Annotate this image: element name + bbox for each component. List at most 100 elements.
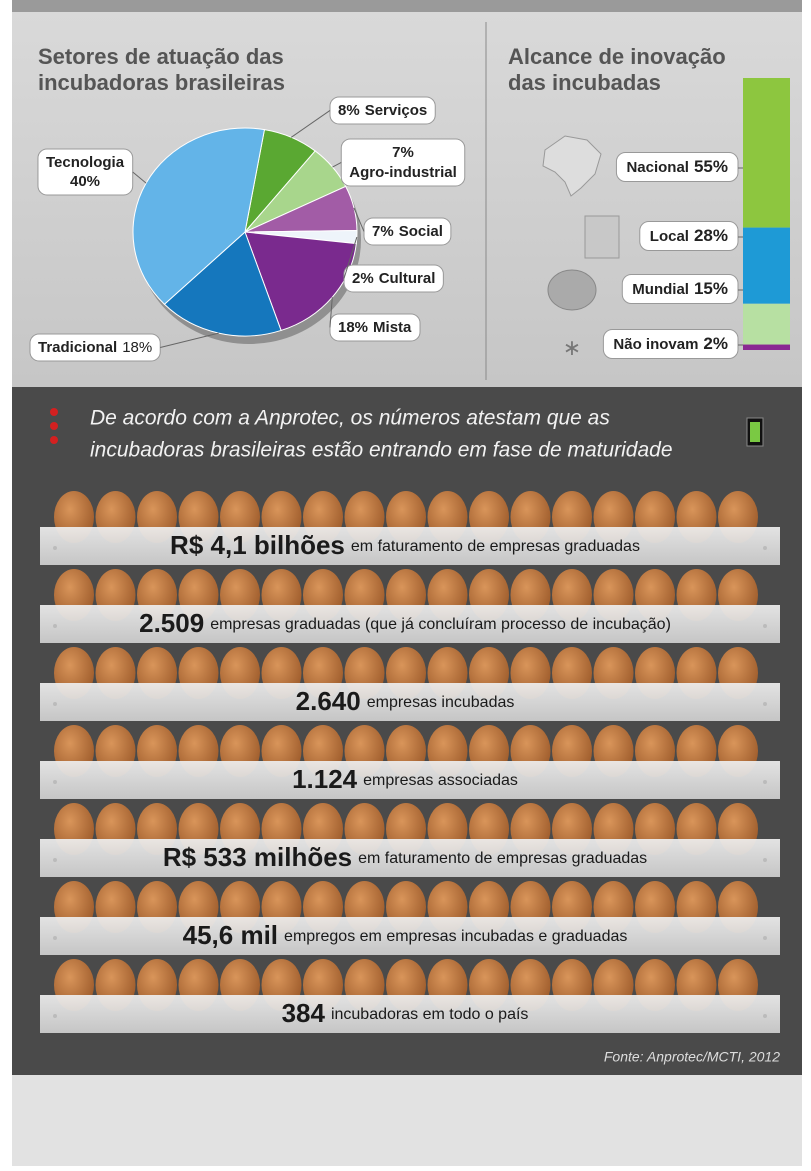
- leader-line: [343, 236, 358, 279]
- stat-text: incubadoras em todo o país: [331, 1006, 528, 1023]
- map-icon: [542, 135, 602, 197]
- stat: 384 incubadoras em todo o país: [282, 998, 529, 1028]
- stat-number: 2.640: [296, 686, 361, 716]
- leader-line: [160, 332, 219, 348]
- bar-segment: [743, 344, 790, 350]
- label-part: Mundial: [632, 281, 689, 298]
- pin: [763, 780, 767, 784]
- banner-line: incubadoras brasileiras estão entrando e…: [90, 439, 673, 462]
- pin: [763, 1014, 767, 1018]
- stat-text: empresas graduadas (que já concluíram pr…: [210, 616, 671, 633]
- stat-text: em faturamento de empresas graduadas: [351, 538, 640, 555]
- leader-line: [353, 207, 365, 232]
- pin: [53, 780, 57, 784]
- stat-text: empresas incubadas: [367, 694, 515, 711]
- label-box: [621, 273, 739, 304]
- dot: [50, 436, 58, 444]
- stat-band: [40, 527, 780, 565]
- stat-band: [40, 683, 780, 721]
- label-part: 18%: [122, 339, 152, 356]
- stat: 1.124 empresas associadas: [292, 764, 518, 794]
- asterisk-icon: ∗: [563, 335, 581, 360]
- pie-label: Tecnologia 40%: [46, 154, 125, 190]
- pie-label: 18% Mista: [338, 319, 412, 336]
- label-part: Não inovam: [613, 336, 698, 353]
- bar-segment: [743, 303, 790, 345]
- label-part: 55%: [694, 157, 728, 176]
- bar-label: Local 28%: [650, 226, 728, 245]
- bar-segment: [743, 227, 790, 304]
- pin: [763, 936, 767, 940]
- bar-label: Nacional 55%: [626, 157, 728, 176]
- pin: [53, 546, 57, 550]
- stat-number: 384: [282, 998, 326, 1028]
- pie-label: 7% Agro-industrial: [349, 144, 457, 181]
- label-part: 28%: [694, 226, 728, 245]
- label-box: [639, 220, 739, 251]
- pin: [53, 936, 57, 940]
- pie-label: 8% Serviços: [338, 102, 427, 119]
- bar-label: Não inovam 2%: [613, 334, 728, 353]
- label-part: 40%: [70, 173, 100, 190]
- dot: [50, 422, 58, 430]
- stat: 45,6 mil empregos em empresas incubadas e…: [183, 920, 628, 950]
- globe-icon: [547, 269, 597, 311]
- label-part: Tradicional: [38, 339, 117, 356]
- pin: [763, 546, 767, 550]
- label-part: 2%: [703, 334, 728, 353]
- pie-slice: [244, 231, 357, 332]
- stat-number: R$ 533 milhões: [163, 842, 352, 872]
- top-strip: [12, 0, 802, 12]
- stat: R$ 533 milhões em faturamento de empresas…: [163, 842, 647, 872]
- pin: [53, 858, 57, 862]
- pin: [53, 624, 57, 628]
- pin: [53, 1014, 57, 1018]
- bar-label: Mundial 15%: [632, 279, 728, 298]
- stat: 2.640 empresas incubadas: [296, 686, 515, 716]
- pie-title: Setores de atuação das incubadoras brasil…: [38, 44, 285, 95]
- label-box: [602, 328, 739, 359]
- label-part: Local: [650, 228, 689, 245]
- pie-slice: [132, 127, 266, 305]
- bar-title: Alcance de inovação das incubadas: [508, 44, 726, 95]
- label-part: Social: [399, 223, 443, 240]
- stat-text: empresas associadas: [363, 772, 518, 789]
- stat-number: R$ 4,1 bilhões: [170, 530, 345, 560]
- source: Fonte: Anprotec/MCTI, 2012: [604, 1049, 780, 1065]
- label-part: Serviços: [365, 102, 428, 119]
- stat-band: [40, 761, 780, 799]
- pin: [763, 858, 767, 862]
- leader-line: [290, 110, 331, 138]
- pie-label: 2% Cultural: [352, 270, 435, 287]
- label-part: 8%: [338, 102, 360, 119]
- stat-number: 45,6 mil: [183, 920, 278, 950]
- pin: [763, 702, 767, 706]
- stat: R$ 4,1 bilhões em faturamento de empresas…: [170, 530, 640, 560]
- pin: [53, 702, 57, 706]
- battery-fill: [750, 422, 760, 442]
- label-part: Mista: [373, 319, 412, 336]
- pin: [763, 624, 767, 628]
- banner-line: De acordo com a Anprotec, os números ate…: [90, 407, 610, 430]
- dot: [50, 408, 58, 416]
- label-part: 18%: [338, 319, 368, 336]
- footer-panel: [12, 1075, 802, 1166]
- stat-band: [40, 995, 780, 1033]
- stat-text: empregos em empresas incubadas e graduad…: [284, 928, 627, 945]
- label-part: 2%: [352, 270, 374, 287]
- label-part: 15%: [694, 279, 728, 298]
- stat-text: em faturamento de empresas graduadas: [358, 850, 647, 867]
- label-part: Agro-industrial: [349, 164, 457, 181]
- label-part: 7%: [372, 223, 394, 240]
- leader-line: [329, 297, 333, 328]
- label-part: Cultural: [379, 270, 436, 287]
- stat-band: [40, 605, 780, 643]
- building-icon: [584, 215, 620, 259]
- stat-band: [40, 917, 780, 955]
- label-part: 7%: [392, 144, 414, 161]
- stat: 2.509 empresas graduadas (que já concluír…: [139, 608, 671, 638]
- pie-label: 7% Social: [372, 223, 443, 240]
- bar-segment: [743, 78, 790, 228]
- stat-band: [40, 839, 780, 877]
